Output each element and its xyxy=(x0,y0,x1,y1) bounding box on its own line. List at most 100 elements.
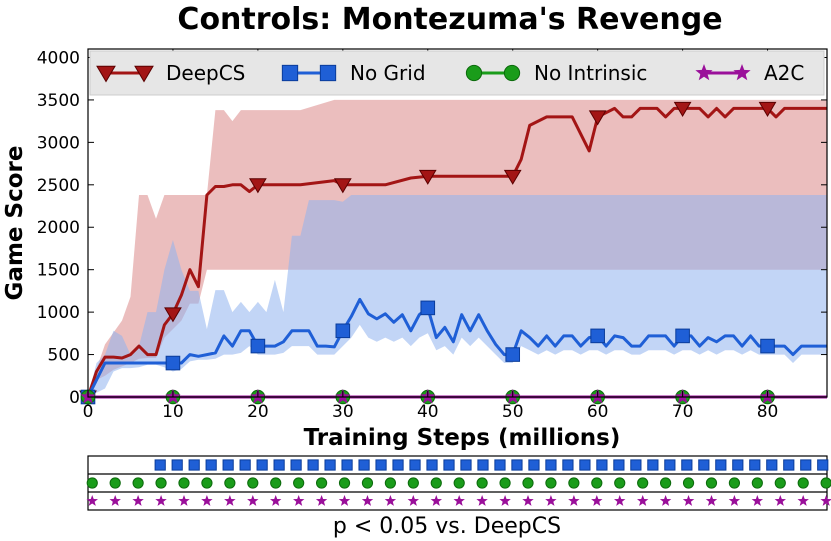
significance-mark-a2c xyxy=(155,495,167,506)
y-tick-label: 3000 xyxy=(37,133,80,153)
significance-mark-no-grid xyxy=(681,459,693,471)
significance-mark-a2c xyxy=(774,495,786,506)
x-tick-label: 40 xyxy=(417,402,439,422)
significance-mark-no-grid xyxy=(477,459,489,471)
significance-mark-no-grid xyxy=(409,459,421,471)
significance-mark-a2c xyxy=(499,495,511,506)
significance-mark-no-grid xyxy=(613,459,625,471)
significance-mark-a2c xyxy=(545,495,557,506)
x-tick-label: 60 xyxy=(587,402,609,422)
confidence-bands xyxy=(88,99,827,398)
significance-mark-a2c xyxy=(797,495,809,506)
point-deepcs xyxy=(249,178,267,194)
legend-label-a2c: A2C xyxy=(764,61,804,85)
significance-mark-no-intrinsic xyxy=(178,477,190,489)
x-axis-label: Training Steps (millions) xyxy=(304,425,621,451)
significance-mark-no-intrinsic xyxy=(407,477,419,489)
significance-mark-no-intrinsic xyxy=(247,477,259,489)
significance-mark-no-grid xyxy=(460,459,472,471)
significance-mark-a2c xyxy=(384,495,397,506)
point-no-grid xyxy=(675,328,690,344)
y-tick-label: 500 xyxy=(48,346,80,366)
significance-mark-a2c xyxy=(361,495,374,506)
x-tick-label: 30 xyxy=(332,402,354,422)
line-no-grid xyxy=(86,297,827,398)
legend-label-no-intrinsic: No Intrinsic xyxy=(534,61,647,85)
point-no-grid xyxy=(420,300,436,316)
point-deepcs xyxy=(164,307,182,323)
significance-mark-no-grid xyxy=(307,459,319,471)
point-no-grid xyxy=(165,355,181,371)
significance-mark-no-intrinsic xyxy=(637,477,649,489)
legend-marker-deepcs xyxy=(134,65,154,83)
significance-mark-no-grid xyxy=(817,459,829,471)
significance-mark-no-grid xyxy=(749,459,761,471)
significance-mark-no-grid xyxy=(800,459,812,471)
legend-label-no-grid: No Grid xyxy=(350,61,426,85)
y-tick-label: 3500 xyxy=(37,91,80,111)
significance-mark-no-intrinsic xyxy=(430,477,442,489)
significance-mark-no-intrinsic xyxy=(682,477,695,489)
significance-mark-no-grid xyxy=(528,459,540,471)
significance-mark-a2c xyxy=(728,495,741,506)
point-deepcs xyxy=(758,101,777,118)
significance-mark-no-grid xyxy=(630,459,642,471)
significance-mark-a2c xyxy=(522,495,534,506)
significance-mark-no-intrinsic xyxy=(614,477,626,489)
significance-mark-no-intrinsic xyxy=(315,477,328,489)
legend: DeepCS No Grid No Intrinsic A2C xyxy=(89,50,825,96)
significance-mark-no-grid xyxy=(511,459,523,471)
significance-mark-a2c xyxy=(109,495,121,506)
significance-mark-no-grid xyxy=(273,459,285,471)
x-tick-label: 20 xyxy=(247,402,269,422)
legend-marker-a2c xyxy=(695,64,713,81)
significance-mark-a2c xyxy=(178,495,190,506)
point-deepcs xyxy=(418,169,437,185)
y-tick-label: 2500 xyxy=(37,176,80,196)
significance-mark-no-grid xyxy=(545,459,557,471)
significance-mark-no-intrinsic xyxy=(132,477,144,489)
significance-mark-a2c xyxy=(659,495,672,506)
significance-mark-no-grid xyxy=(766,459,778,471)
significance-mark-no-intrinsic xyxy=(384,477,396,489)
y-tick-label: 0 xyxy=(69,388,80,408)
significance-mark-a2c xyxy=(682,495,695,506)
significance-mark-no-intrinsic xyxy=(155,477,167,489)
point-no-grid xyxy=(335,323,351,339)
significance-mark-a2c xyxy=(201,495,213,506)
significance-mark-no-grid xyxy=(239,459,251,471)
y-axis-label: Game Score xyxy=(2,146,28,301)
significance-mark-no-intrinsic xyxy=(476,477,488,489)
significance-mark-no-intrinsic xyxy=(293,477,305,489)
y-tick-label: 1000 xyxy=(37,303,80,323)
significance-mark-no-intrinsic xyxy=(338,477,351,489)
significance-mark-no-intrinsic xyxy=(797,477,809,489)
significance-mark-a2c xyxy=(270,495,282,506)
legend-marker-no-intrinsic xyxy=(503,64,521,82)
significance-mark-a2c xyxy=(453,495,465,506)
significance-mark-a2c xyxy=(407,495,419,506)
significance-mark-a2c xyxy=(315,495,328,506)
chart-title: Controls: Montezuma's Revenge xyxy=(177,2,722,37)
point-no-grid xyxy=(505,347,521,362)
significance-mark-no-grid xyxy=(579,459,591,471)
significance-panel xyxy=(86,455,831,511)
plot-frame xyxy=(87,48,828,398)
legend-marker-a2c xyxy=(733,64,751,81)
significance-mark-no-grid xyxy=(324,459,336,471)
significance-mark-no-intrinsic xyxy=(361,477,374,489)
y-tick-label: 2000 xyxy=(37,218,80,238)
significance-mark-no-grid xyxy=(290,459,302,471)
significance-mark-no-intrinsic xyxy=(591,477,603,489)
significance-mark-a2c xyxy=(293,495,305,506)
x-tick-label: 0 xyxy=(83,402,94,422)
point-no-grid xyxy=(590,328,605,344)
significance-mark-no-grid xyxy=(256,459,268,471)
point-no-grid xyxy=(250,338,266,354)
significance-mark-no-grid xyxy=(698,459,710,471)
point-deepcs xyxy=(673,101,692,118)
significance-mark-no-grid xyxy=(358,459,370,471)
significance-mark-no-intrinsic xyxy=(728,477,741,489)
significance-mark-a2c xyxy=(637,495,649,506)
